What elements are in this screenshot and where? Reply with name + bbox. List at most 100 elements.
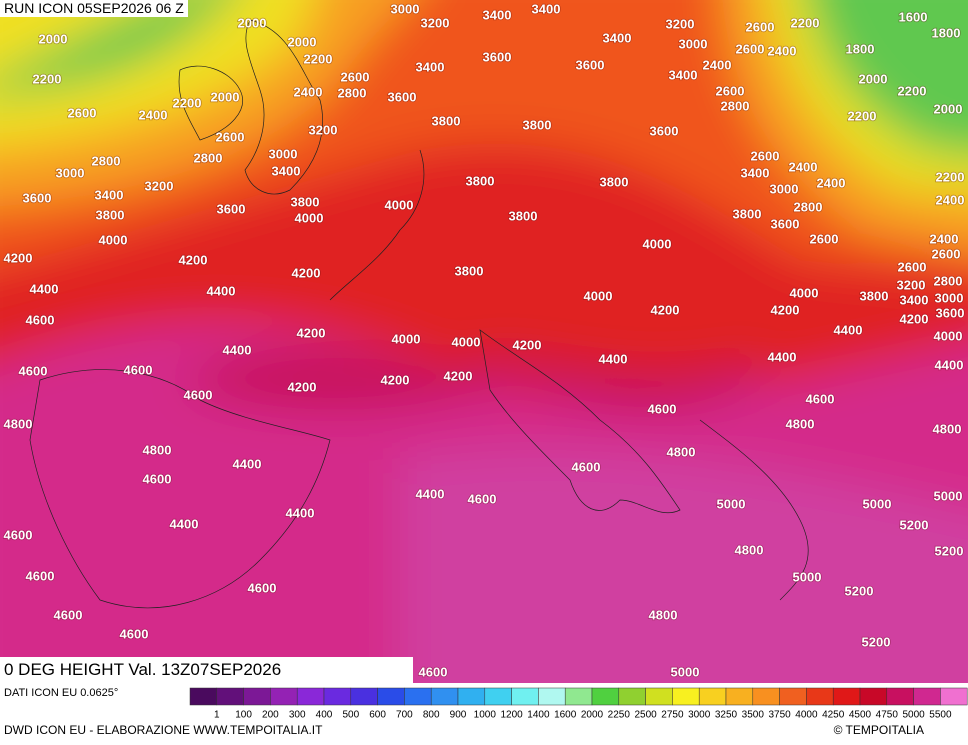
contour-label: 4200 (381, 372, 410, 387)
contour-label: 3800 (455, 263, 484, 278)
legend-label: 700 (396, 710, 413, 721)
contour-label: 3800 (96, 207, 125, 222)
legend-swatch (564, 687, 593, 706)
contour-label: 3000 (679, 36, 708, 51)
legend-label: 4250 (822, 710, 845, 721)
contour-label: 4200 (4, 250, 33, 265)
contour-label: 2600 (751, 148, 780, 163)
legend-label: 2750 (661, 710, 684, 721)
contour-label: 3200 (421, 15, 450, 30)
contour-label: 3800 (291, 194, 320, 209)
coastlines (29, 19, 809, 609)
contour-label: 4400 (233, 456, 262, 471)
contour-label: 3800 (523, 117, 552, 132)
contour-label: 5200 (935, 543, 964, 558)
contour-label: 4000 (584, 288, 613, 303)
contour-label: 2000 (211, 89, 240, 104)
contour-label: 3200 (897, 277, 926, 292)
contour-label: 3000 (269, 146, 298, 161)
legend-label: 4750 (876, 710, 899, 721)
contour-label: 2600 (68, 105, 97, 120)
legend: 1 100 200 300 400 500 600 700 800 900 1000 1200 1400… (189, 687, 968, 721)
contour-label: 2800 (934, 273, 963, 288)
legend-swatch (752, 687, 780, 706)
contour-label: 2200 (936, 169, 965, 184)
contour-label: 5000 (717, 496, 746, 511)
contour-label: 4800 (649, 607, 678, 622)
legend-swatch (940, 687, 968, 706)
legend-label: 300 (289, 710, 306, 721)
run-info: RUN ICON 05SEP2026 06 Z (0, 0, 188, 17)
contour-label: 4400 (416, 486, 445, 501)
legend-label: 5500 (929, 710, 952, 721)
contour-label: 3400 (669, 67, 698, 82)
contour-label: 4000 (392, 331, 421, 346)
contour-label: 2800 (194, 150, 223, 165)
legend-label: 500 (342, 710, 359, 721)
contour-label: 4400 (935, 357, 964, 372)
contour-label: 4200 (297, 325, 326, 340)
contour-label: 4600 (806, 391, 835, 406)
contour-label: 3000 (56, 165, 85, 180)
legend-label: 3500 (742, 710, 765, 721)
contour-label: 4600 (468, 491, 497, 506)
contour-label: 2800 (721, 98, 750, 113)
contour-label: 5000 (934, 488, 963, 503)
contour-label: 4600 (26, 568, 55, 583)
contour-label: 2400 (930, 231, 959, 246)
contour-label: 4800 (4, 416, 33, 431)
contour-label: 4600 (648, 401, 677, 416)
contour-label: 3800 (860, 288, 889, 303)
credit: DWD ICON EU - ELABORAZIONE WWW.TEMPOITAL… (4, 723, 323, 737)
contour-label: 4600 (419, 664, 448, 679)
contour-label: 3400 (95, 187, 124, 202)
contour-label: 3600 (650, 123, 679, 138)
legend-swatch (806, 687, 834, 706)
contour-label: 4200 (651, 302, 680, 317)
legend-label: 1200 (500, 710, 523, 721)
contour-label: 4000 (385, 197, 414, 212)
contour-label: 4800 (786, 416, 815, 431)
legend-label: 800 (423, 710, 440, 721)
contour-label: 3600 (217, 201, 246, 216)
legend-label: 4500 (849, 710, 872, 721)
contour-label: 4200 (288, 379, 317, 394)
contour-label: 4400 (170, 516, 199, 531)
copyright: © TEMPOITALIA (833, 723, 924, 737)
contour-label: 4400 (768, 349, 797, 364)
legend-swatch (886, 687, 914, 706)
contour-label: 4400 (223, 342, 252, 357)
contour-label: 2600 (716, 83, 745, 98)
contour-label: 2000 (934, 101, 963, 116)
legend-swatch (189, 687, 218, 706)
contour-label: 2000 (859, 71, 888, 86)
legend-label: 3250 (715, 710, 738, 721)
contour-label: 2200 (848, 108, 877, 123)
contour-label: 4600 (572, 459, 601, 474)
contour-label: 2200 (33, 71, 62, 86)
contour-label: 4000 (790, 285, 819, 300)
contour-label: 2400 (294, 84, 323, 99)
contour-label: 2000 (39, 31, 68, 46)
contour-label: 3400 (483, 7, 512, 22)
contour-label: 4000 (452, 334, 481, 349)
contour-label: 2200 (898, 83, 927, 98)
legend-swatch (296, 687, 325, 706)
legend-swatch (832, 687, 861, 706)
legend-label: 1 (214, 710, 220, 721)
legend-label: 3750 (768, 710, 791, 721)
contour-label: 5200 (845, 583, 874, 598)
contour-label: 2000 (238, 15, 267, 30)
contour-label: 2800 (794, 199, 823, 214)
contour-label: 4600 (19, 363, 48, 378)
contour-label: 4200 (900, 311, 929, 326)
contour-label: 3800 (509, 208, 538, 223)
contour-label: 5000 (863, 496, 892, 511)
legend-swatch (377, 687, 405, 706)
contour-label: 5200 (862, 634, 891, 649)
contour-label: 4600 (248, 580, 277, 595)
contour-label: 4600 (124, 362, 153, 377)
legend-swatch (672, 687, 700, 706)
contour-label: 4800 (667, 444, 696, 459)
